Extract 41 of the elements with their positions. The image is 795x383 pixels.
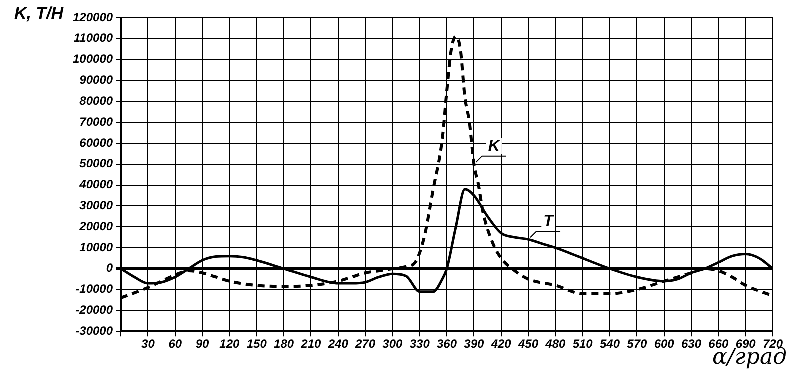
y-tick-label: 70000 <box>80 114 114 129</box>
y-tick-label: 20000 <box>78 219 114 234</box>
x-tick-label: 180 <box>274 337 294 352</box>
y-tick-label: -30000 <box>76 324 114 338</box>
x-tick-label: 270 <box>354 337 376 352</box>
y-tick-label: 30000 <box>80 198 114 212</box>
y-tick-label: 120000 <box>72 10 114 24</box>
y-tick-label: 110000 <box>74 31 114 46</box>
y-tick-label: 40000 <box>78 178 114 192</box>
x-tick-label: 450 <box>518 337 539 352</box>
x-tick-label: 690 <box>736 337 756 352</box>
x-tick-label: 210 <box>300 337 322 352</box>
x-tick-label: 510 <box>572 337 594 352</box>
x-tick-label: 360 <box>437 337 458 352</box>
y-tick-label: 10000 <box>80 240 114 254</box>
x-tick-label: 540 <box>600 337 620 352</box>
series-label: T <box>544 213 555 230</box>
x-tick-label: 420 <box>490 337 512 352</box>
x-tick-label: 390 <box>464 337 485 352</box>
x-tick-label: 570 <box>627 337 648 352</box>
y-axis-title: K, T/H <box>13 4 65 24</box>
y-tick-label: 0 <box>106 261 114 276</box>
x-tick-label: 480 <box>544 337 566 352</box>
x-tick-label: 300 <box>382 337 404 352</box>
y-tick-label: -10000 <box>76 282 114 296</box>
x-tick-label: 30 <box>142 337 156 352</box>
y-tick-label: 60000 <box>80 136 114 150</box>
x-tick-label: 90 <box>196 337 210 352</box>
y-tick-label: 90000 <box>80 73 114 88</box>
x-tick-label: 120 <box>220 337 240 352</box>
x-tick-label: 60 <box>168 337 182 352</box>
x-tick-label: 330 <box>410 337 430 352</box>
series-label: K <box>488 138 502 155</box>
x-tick-label: 240 <box>327 337 349 352</box>
y-tick-label: -20000 <box>76 303 114 318</box>
y-tick-label: 50000 <box>80 156 114 171</box>
x-tick-label: 600 <box>654 337 675 352</box>
y-tick-label: 100000 <box>72 52 114 66</box>
x-tick-label: 630 <box>681 337 702 352</box>
y-tick-label: 80000 <box>80 94 114 108</box>
x-tick-label: 150 <box>246 337 268 352</box>
